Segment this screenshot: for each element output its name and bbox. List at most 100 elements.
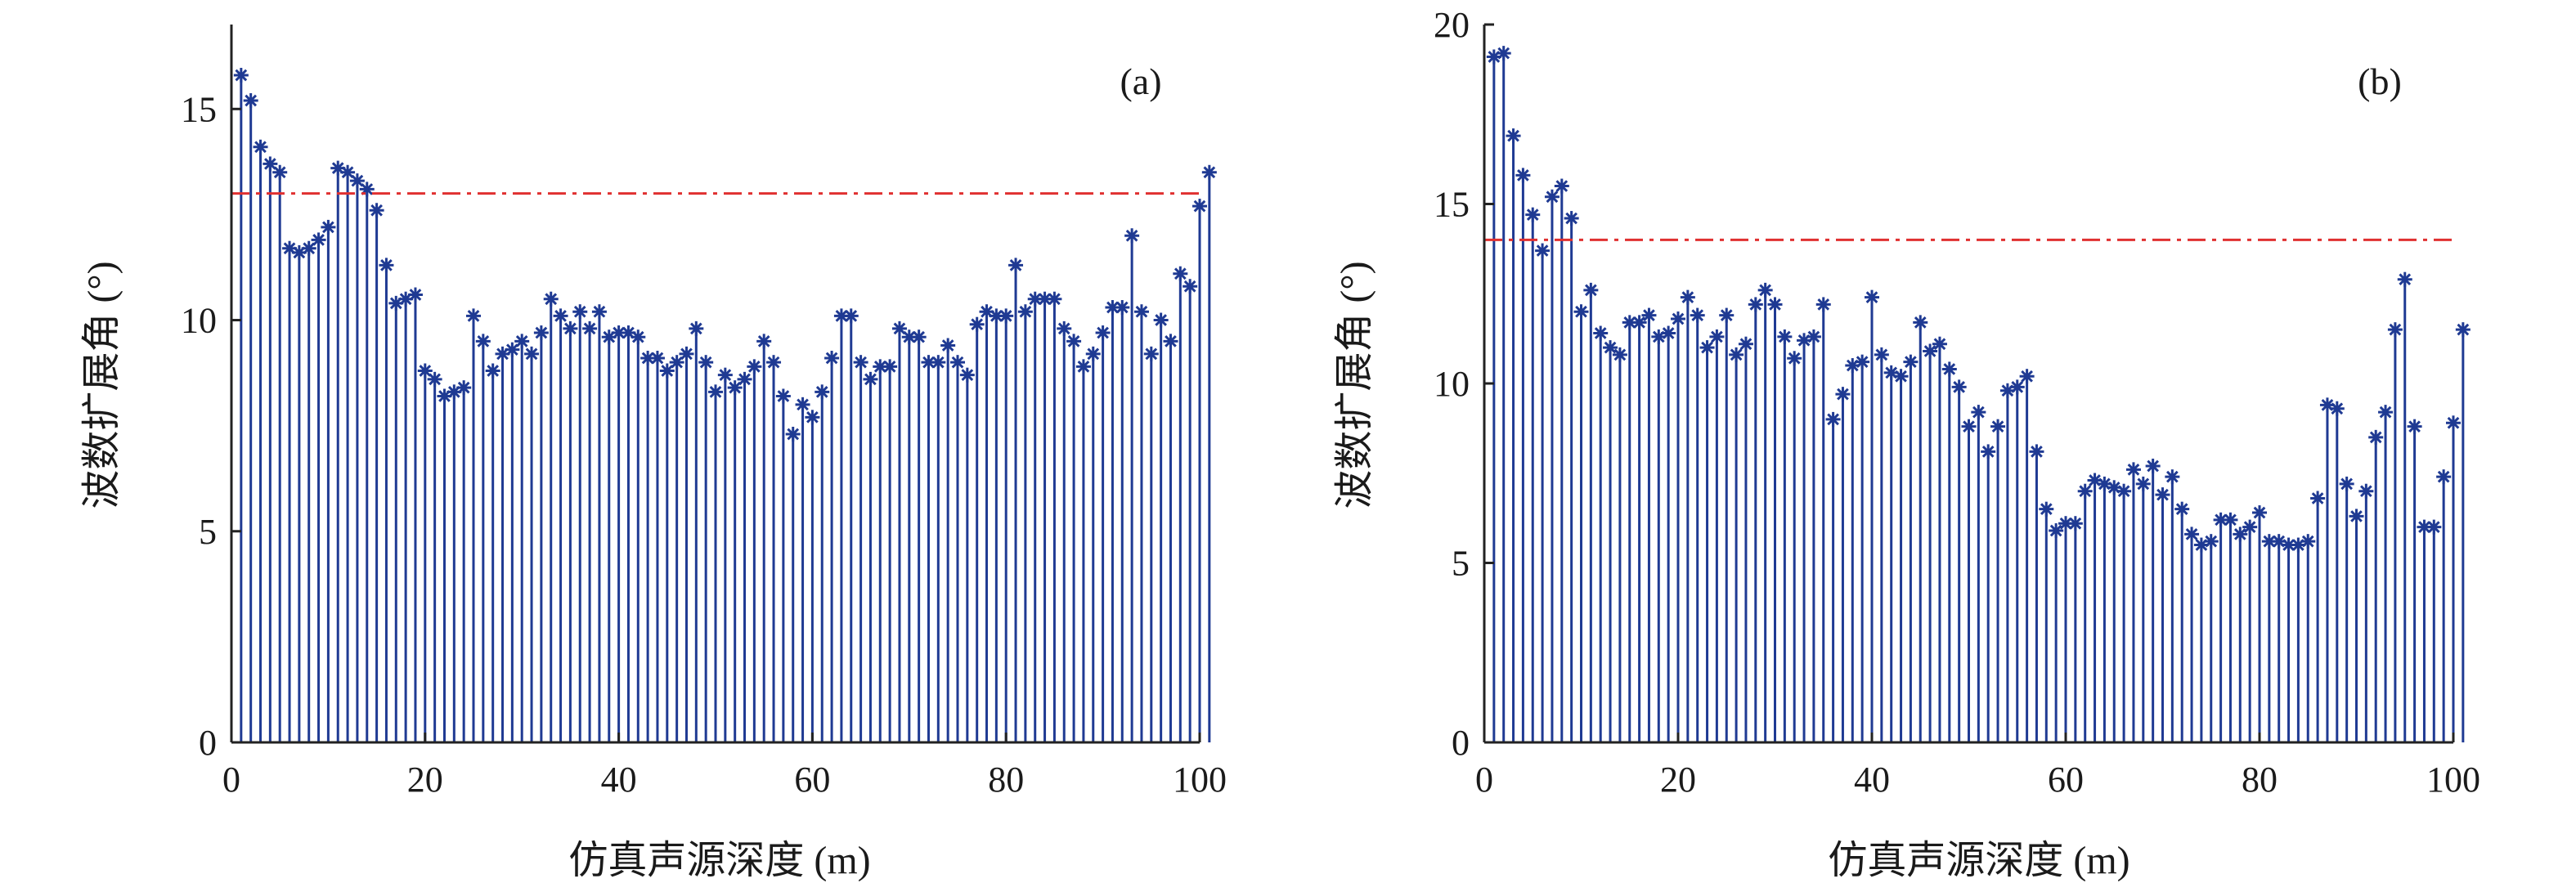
marker-b-9 [1564, 211, 1579, 226]
marker-a-82 [1017, 304, 1033, 320]
marker-b-85 [2300, 534, 2316, 549]
marker-a-71 [911, 329, 927, 345]
marker-a-44 [649, 351, 665, 366]
marker-a-13 [349, 173, 365, 189]
marker-b-12 [1593, 325, 1609, 341]
marker-b-61 [2067, 516, 2083, 531]
marker-b-29 [1757, 282, 1773, 298]
stems-group-b [1484, 46, 2471, 742]
marker-a-30 [514, 334, 530, 349]
x-tick-label-a-0: 0 [222, 760, 240, 800]
marker-a-56 [766, 355, 782, 370]
marker-b-45 [1913, 315, 1928, 330]
marker-b-89 [2339, 476, 2354, 491]
marker-a-9 [311, 232, 326, 248]
y-tick-label-b-3: 15 [1434, 185, 1470, 225]
marker-a-24 [456, 380, 472, 396]
marker-a-87 [1066, 334, 1082, 349]
marker-b-90 [2349, 509, 2364, 524]
marker-b-72 [2174, 501, 2190, 517]
x-tick-label-a-5: 100 [1173, 760, 1227, 800]
marker-a-93 [1124, 228, 1140, 244]
marker-b-14 [1612, 347, 1627, 362]
marker-b-49 [1951, 379, 1967, 395]
x-tick-label-a-3: 60 [794, 760, 830, 800]
marker-b-67 [2125, 462, 2141, 477]
marker-a-42 [631, 329, 646, 345]
marker-b-40 [1865, 289, 1879, 305]
marker-b-32 [1787, 351, 1802, 366]
y-tick-label-a-3: 15 [181, 89, 217, 129]
marker-a-47 [679, 346, 694, 361]
marker-b-77 [2223, 512, 2238, 527]
marker-a-37 [582, 320, 598, 336]
y-tick-label-b-2: 10 [1434, 364, 1470, 404]
ticks-group-a: 0 20 40 60 80 100 0 5 10 15 [181, 25, 1227, 800]
marker-a-48 [689, 320, 704, 336]
marker-a-4 [263, 156, 278, 172]
marker-a-86 [1057, 320, 1072, 336]
marker-a-60 [805, 410, 820, 425]
marker-b-80 [2252, 505, 2267, 521]
marker-b-101 [2455, 322, 2471, 338]
marker-a-25 [466, 308, 481, 324]
marker-b-15 [1622, 315, 1637, 330]
marker-b-44 [1903, 354, 1919, 370]
marker-a-33 [543, 291, 559, 307]
marker-a-34 [553, 308, 568, 324]
marker-b-36 [1825, 411, 1841, 427]
marker-a-64 [843, 308, 859, 324]
marker-a-38 [591, 304, 607, 320]
marker-b-7 [1544, 189, 1560, 204]
marker-a-101 [1201, 164, 1217, 180]
marker-b-93 [2378, 405, 2394, 420]
marker-b-34 [1806, 329, 1821, 344]
marker-a-35 [563, 320, 578, 336]
y-tick-label-a-0: 0 [199, 723, 217, 763]
stems-group-a [231, 67, 1217, 742]
marker-b-98 [2426, 519, 2442, 535]
marker-a-95 [1143, 346, 1159, 361]
marker-a-88 [1075, 359, 1091, 374]
marker-a-29 [505, 342, 520, 357]
y-tick-label-b-1: 5 [1452, 544, 1470, 584]
marker-b-50 [1961, 419, 1977, 434]
marker-b-79 [2242, 519, 2258, 535]
marker-b-37 [1835, 387, 1851, 402]
marker-a-51 [717, 367, 733, 383]
marker-b-56 [2019, 369, 2035, 384]
marker-b-73 [2184, 527, 2200, 542]
marker-b-31 [1777, 329, 1793, 344]
marker-b-22 [1690, 307, 1705, 323]
marker-a-68 [882, 359, 898, 374]
y-tick-label-b-4: 20 [1434, 5, 1470, 45]
marker-b-62 [2077, 483, 2093, 499]
marker-a-89 [1085, 346, 1101, 361]
marker-a-100 [1192, 199, 1207, 214]
marker-b-23 [1699, 340, 1715, 356]
marker-b-2 [1496, 46, 1511, 61]
marker-b-70 [2155, 487, 2170, 503]
marker-a-20 [417, 363, 433, 379]
marker-a-1 [233, 67, 249, 83]
marker-b-3 [1506, 128, 1521, 144]
marker-b-35 [1815, 297, 1831, 312]
marker-b-21 [1680, 289, 1695, 305]
marker-a-96 [1153, 312, 1169, 328]
marker-a-75 [950, 355, 965, 370]
marker-b-24 [1709, 329, 1725, 344]
marker-b-94 [2387, 322, 2403, 338]
marker-b-39 [1855, 354, 1870, 370]
marker-b-5 [1525, 207, 1541, 222]
marker-a-3 [253, 139, 268, 155]
marker-a-49 [698, 355, 714, 370]
marker-a-16 [379, 258, 394, 273]
marker-a-69 [891, 320, 907, 336]
marker-a-65 [853, 355, 868, 370]
marker-a-90 [1095, 325, 1111, 341]
marker-a-8 [301, 240, 316, 256]
marker-b-92 [2368, 429, 2384, 445]
marker-a-54 [747, 359, 762, 374]
marker-b-71 [2165, 469, 2180, 485]
